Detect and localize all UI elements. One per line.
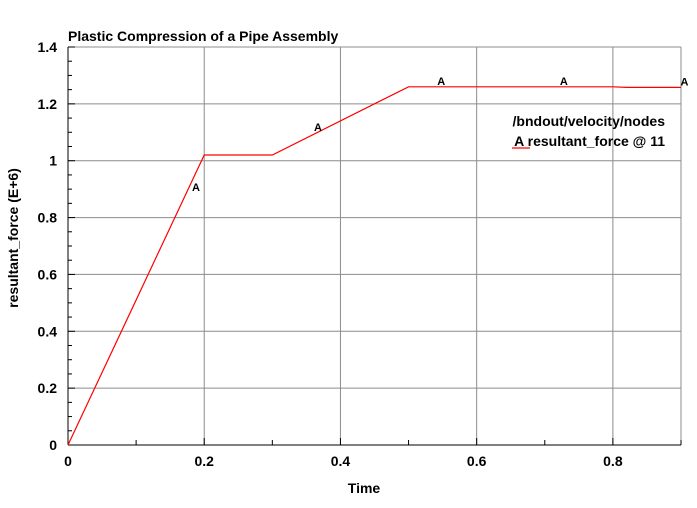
y-tick-label: 0.4 — [38, 323, 58, 339]
x-tick-label: 0.4 — [331, 453, 351, 469]
grid-layer — [68, 46, 682, 445]
y-tick-label: 1 — [49, 153, 57, 169]
series-layer: A A A A A — [67, 76, 688, 446]
series-marker-label: A — [437, 76, 445, 88]
y-tick-label: 0.2 — [38, 380, 58, 396]
y-axis-label: resultant_force (E+6) — [5, 168, 21, 308]
series-marker-label: A — [314, 122, 322, 134]
series-line — [67, 86, 681, 446]
axis-layer: 0 0.2 0.4 0.6 0.8 0 0.2 0.4 0.6 0.8 1 1.2 1.4 — [38, 39, 682, 469]
y-tick-label: 1.2 — [38, 96, 58, 112]
legend-header: /bndout/velocity/nodes — [513, 113, 666, 129]
legend-entry-label: A resultant_force @ 11 — [514, 133, 665, 149]
series-marker-label: A — [192, 182, 200, 194]
y-tick-label: 0.8 — [38, 210, 58, 226]
x-tick-label: 0 — [64, 453, 72, 469]
series-marker-label: A — [680, 76, 688, 88]
x-tick-label: 0.8 — [603, 453, 623, 469]
y-tick-label: 0.6 — [38, 266, 58, 282]
x-tick-label: 0.2 — [194, 453, 214, 469]
x-tick-label: 0.6 — [467, 453, 487, 469]
chart-title: Plastic Compression of a Pipe Assembly — [68, 28, 338, 44]
y-tick-label: 1.4 — [38, 39, 58, 55]
x-axis-label: Time — [348, 480, 381, 496]
legend: /bndout/velocity/nodes A resultant_force … — [512, 113, 665, 149]
series-marker-label: A — [560, 76, 568, 88]
y-tick-label: 0 — [49, 437, 57, 453]
